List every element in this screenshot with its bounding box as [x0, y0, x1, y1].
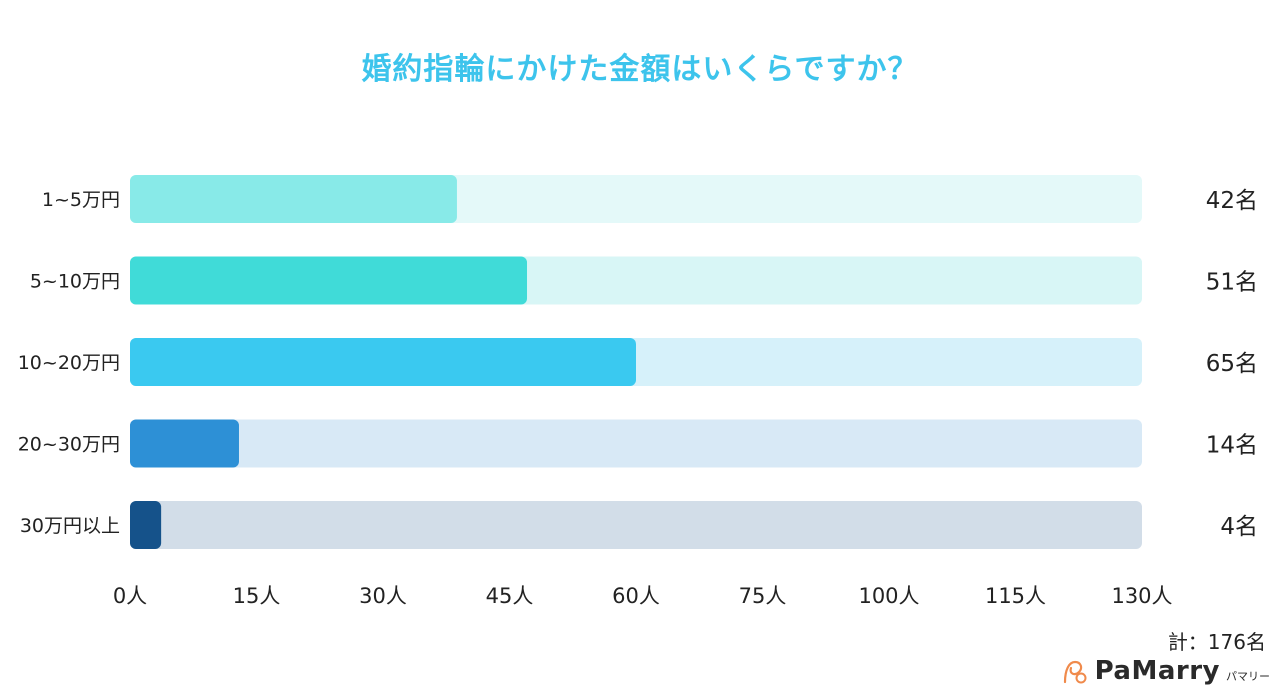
ring-swirl-icon: [1063, 660, 1087, 684]
category-label: 1~5万円: [42, 189, 120, 211]
value-label: 14名: [1206, 433, 1258, 459]
bar-track: [130, 419, 1142, 468]
x-tick-label: 100人: [858, 584, 919, 608]
x-tick-label: 0人: [113, 584, 147, 608]
brand-logo: PaMarry パマリー: [1059, 656, 1270, 686]
x-tick-label: 45人: [486, 584, 534, 608]
category-label: 10~20万円: [18, 352, 120, 374]
value-label: 4名: [1220, 514, 1258, 540]
x-tick-label: 30人: [359, 584, 407, 608]
chart-title: 婚約指輪にかけた金額はいくらですか？: [361, 52, 919, 87]
value-label: 65名: [1206, 351, 1258, 377]
x-tick-label: 60人: [612, 584, 660, 608]
bar: [130, 256, 528, 305]
category-label: 20~30万円: [18, 434, 120, 456]
bar: [130, 338, 636, 386]
value-label: 42名: [1206, 188, 1258, 214]
x-tick-label: 115人: [985, 584, 1046, 608]
bar: [130, 419, 239, 468]
brand-kana: パマリー: [1226, 670, 1270, 683]
category-label: 5~10万円: [30, 271, 120, 293]
bar: [130, 175, 457, 223]
brand-name: PaMarry: [1094, 656, 1220, 686]
value-label: 51名: [1206, 270, 1258, 296]
bar-track: [130, 501, 1142, 549]
category-label: 30万円以上: [20, 515, 120, 537]
total-count: 計：176名: [1167, 630, 1266, 654]
x-tick-label: 15人: [233, 584, 281, 608]
x-tick-label: 75人: [739, 584, 787, 608]
x-tick-label: 130人: [1111, 584, 1172, 608]
bar: [130, 501, 162, 549]
